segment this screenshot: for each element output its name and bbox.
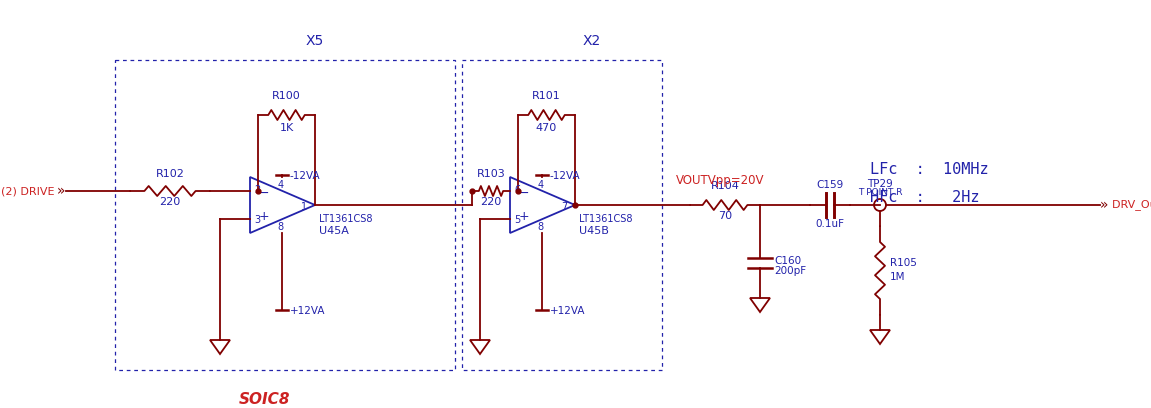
Text: R100: R100 [272, 91, 300, 101]
Text: 2: 2 [254, 185, 260, 195]
Text: 1M: 1M [890, 271, 906, 282]
Text: HFc  :   2Hz: HFc : 2Hz [870, 191, 980, 206]
Text: R105: R105 [890, 257, 917, 268]
Text: VOUTVpp=20V: VOUTVpp=20V [676, 174, 764, 187]
Text: 1K: 1K [280, 123, 294, 133]
Text: +12VA: +12VA [290, 306, 326, 316]
Bar [462, 60, 662, 370]
Text: 7: 7 [561, 202, 567, 212]
Text: X5: X5 [306, 34, 325, 48]
Text: C159: C159 [816, 180, 844, 190]
Text: −: − [259, 186, 269, 200]
Text: 4: 4 [538, 180, 543, 190]
Text: 6: 6 [514, 185, 520, 195]
Text: 200pF: 200pF [773, 266, 806, 276]
Text: LT1361CS8: LT1361CS8 [579, 214, 633, 224]
Text: −: − [519, 186, 529, 200]
Text: LT1361CS8: LT1361CS8 [319, 214, 373, 224]
Text: -12VA: -12VA [290, 171, 321, 181]
Text: U45B: U45B [579, 226, 609, 236]
Text: 220: 220 [159, 197, 181, 207]
Text: U45A: U45A [319, 226, 349, 236]
Text: -12VA: -12VA [550, 171, 580, 181]
Text: 3: 3 [254, 215, 260, 225]
Text: 220: 220 [480, 197, 502, 207]
Text: T POINT R: T POINT R [857, 188, 902, 197]
Text: R104: R104 [710, 181, 739, 191]
Bar [115, 60, 455, 370]
Text: 8: 8 [277, 222, 283, 232]
Text: 5: 5 [514, 215, 520, 225]
Text: R101: R101 [532, 91, 561, 101]
Text: R102: R102 [155, 169, 184, 179]
Text: »: » [1100, 198, 1108, 212]
Text: X2: X2 [582, 34, 601, 48]
Text: LFc  :  10MHz: LFc : 10MHz [870, 162, 989, 177]
Text: »: » [58, 184, 66, 198]
Text: 4: 4 [277, 180, 283, 190]
Text: 70: 70 [718, 211, 732, 221]
Text: SOIC8: SOIC8 [239, 392, 291, 407]
Text: 1: 1 [302, 202, 307, 212]
Text: DRV_Out (6): DRV_Out (6) [1112, 200, 1151, 211]
Text: 8: 8 [538, 222, 543, 232]
Text: +12VA: +12VA [550, 306, 586, 316]
Text: R103: R103 [477, 169, 505, 179]
Text: +: + [259, 211, 269, 224]
Text: (2) DRIVE: (2) DRIVE [1, 186, 55, 196]
Text: TP29: TP29 [867, 179, 893, 189]
Text: 0.1uF: 0.1uF [816, 219, 845, 229]
Text: 470: 470 [536, 123, 557, 133]
Text: C160: C160 [773, 256, 801, 266]
Text: +: + [519, 211, 529, 224]
